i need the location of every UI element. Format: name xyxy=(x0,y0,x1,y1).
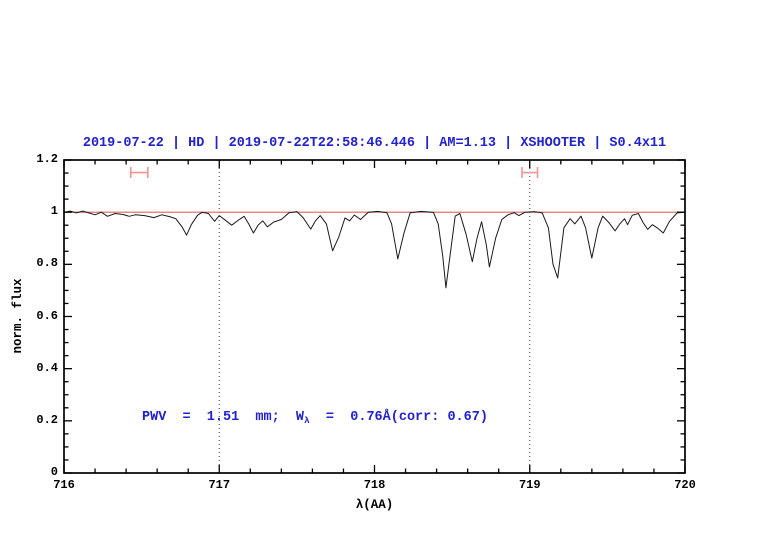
y-tick-label: 0.2 xyxy=(36,412,58,427)
x-tick-label: 720 xyxy=(674,478,696,492)
y-tick-label: 0.6 xyxy=(36,308,58,323)
pwv-annotation: PWV = 1.51 mm; Wλ = 0.76Å(corr: 0.67) xyxy=(142,410,488,426)
x-tick-label: 716 xyxy=(53,478,75,492)
y-tick-label: 0.8 xyxy=(36,256,58,271)
y-tick-label: 0 xyxy=(50,465,58,479)
x-axis-label: λ(AA) xyxy=(355,498,394,512)
plot-title: 2019-07-22 | HD | 2019-07-22T22:58:46.44… xyxy=(82,136,667,151)
range-marker xyxy=(521,167,539,179)
y-tick-label: 1 xyxy=(50,204,58,219)
spectrum-line xyxy=(63,210,686,289)
axis-frame xyxy=(63,159,686,474)
pwv-annotation-post: = 0.76Å(corr: 0.67) xyxy=(309,410,488,425)
x-tick-label: 718 xyxy=(363,478,386,492)
x-tick-label: 717 xyxy=(208,478,231,492)
y-tick-label: 1.2 xyxy=(36,152,58,166)
y-tick-label: 0.4 xyxy=(36,360,58,375)
pwv-annotation-pre: PWV = 1.51 mm; W xyxy=(142,410,305,425)
range-marker xyxy=(129,167,149,179)
pwv-annotation-subscript: λ xyxy=(304,415,310,426)
x-tick-label: 719 xyxy=(518,478,541,492)
